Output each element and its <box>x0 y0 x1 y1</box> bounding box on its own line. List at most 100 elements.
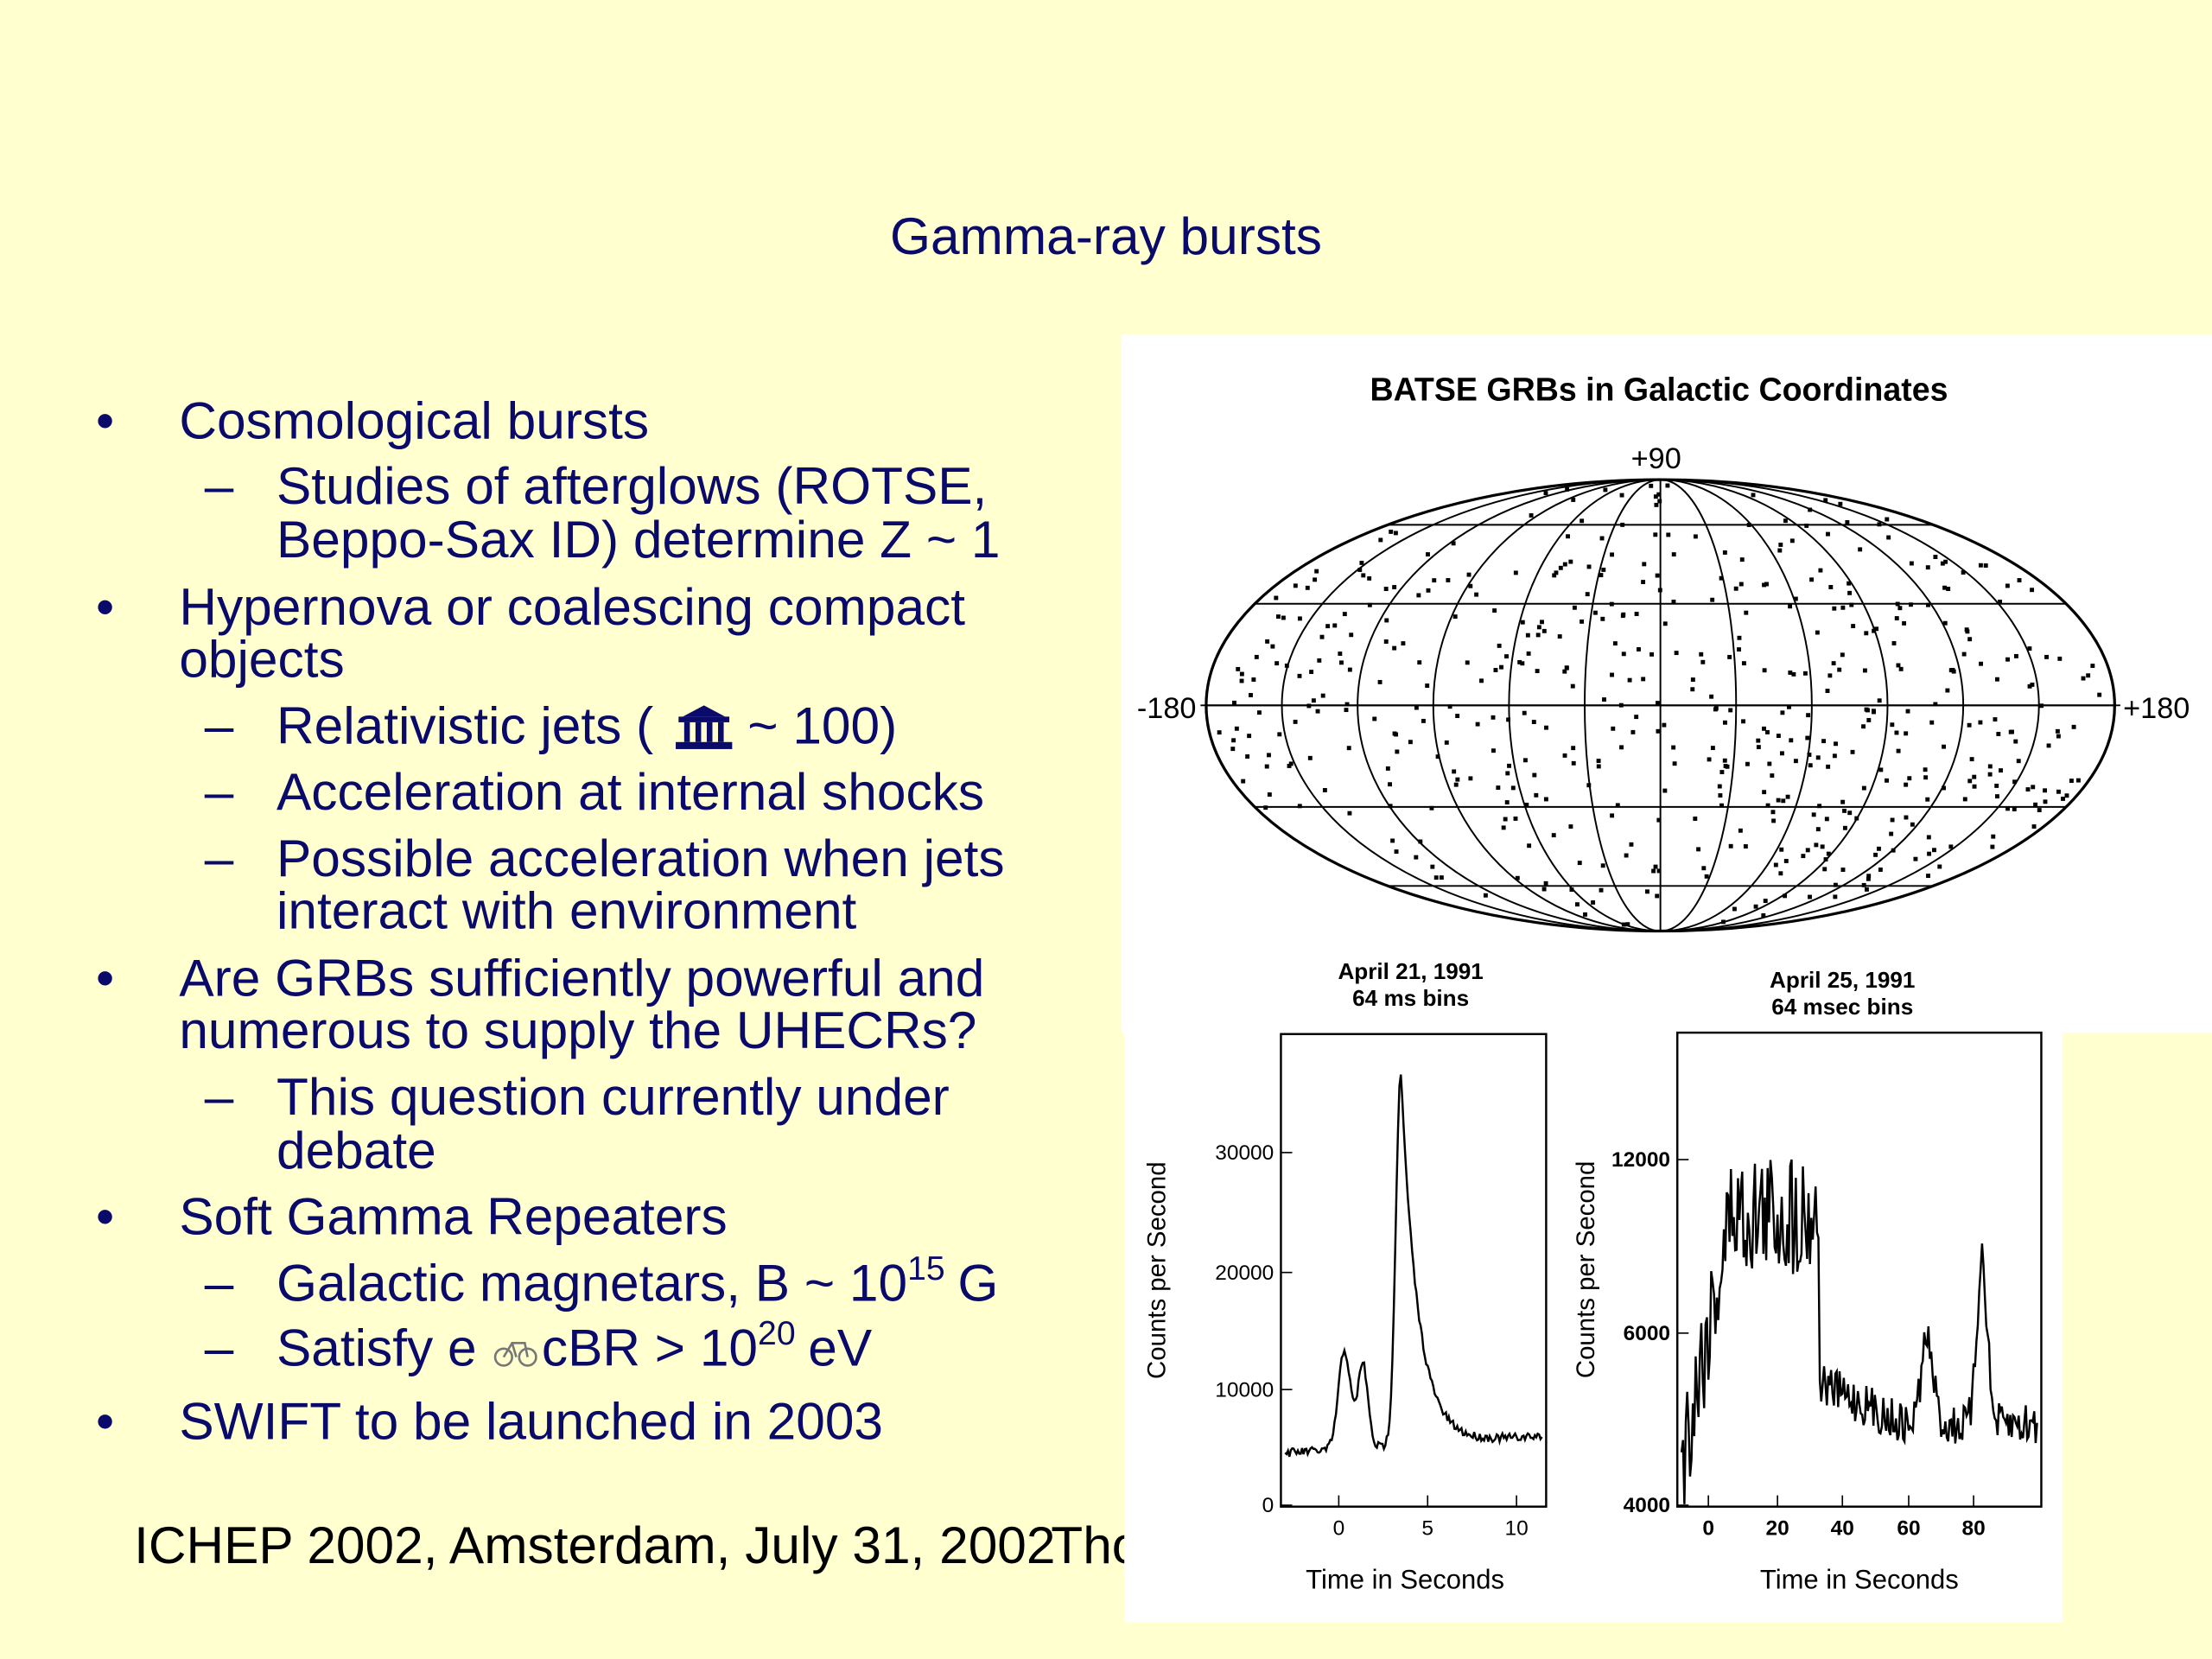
burst-point <box>1789 738 1794 743</box>
burst-point <box>1700 659 1706 664</box>
burst-point <box>1764 582 1769 587</box>
burst-point <box>1293 719 1298 724</box>
burst-point <box>1890 722 1895 728</box>
burst-point <box>1655 701 1660 706</box>
burst-point <box>1967 722 1972 728</box>
burst-point <box>2081 676 2086 681</box>
y-tick-label: 20000 <box>1215 1262 1274 1285</box>
burst-point <box>1864 707 1869 712</box>
burst-point <box>1339 660 1344 665</box>
burst-point <box>1392 731 1397 736</box>
burst-point <box>1526 651 1531 656</box>
burst-point <box>1446 578 1451 582</box>
burst-point <box>1475 721 1480 727</box>
burst-point <box>1313 577 1318 582</box>
burst-point <box>1408 740 1413 745</box>
burst-point <box>1909 561 1914 566</box>
burst-point <box>1621 652 1626 657</box>
burst-point <box>1234 726 1239 731</box>
burst-point <box>2013 739 2018 744</box>
burst-point <box>1927 851 1932 856</box>
burst-point <box>1801 854 1806 859</box>
burst-point <box>2005 583 2010 588</box>
burst-point <box>1612 641 1618 646</box>
burst-point <box>1504 800 1510 805</box>
burst-point <box>1522 710 1527 715</box>
burst-point <box>1802 671 1808 676</box>
bullet: • <box>96 1187 114 1246</box>
burst-point <box>1671 745 1676 750</box>
burst-point <box>1426 552 1430 557</box>
y-axis-label: Counts per Second <box>1572 1161 1600 1378</box>
map-label: +180 <box>2123 692 2190 725</box>
burst-point <box>1804 524 1809 528</box>
burst-point <box>1805 735 1810 741</box>
burst-point <box>1232 700 1236 705</box>
burst-point <box>1247 734 1252 739</box>
burst-point <box>1987 772 1993 777</box>
burst-point <box>1737 647 1741 652</box>
burst-point <box>1522 758 1528 763</box>
burst-point <box>1722 550 1727 555</box>
burst-point <box>1823 857 1828 862</box>
burst-point <box>1592 610 1598 615</box>
burst-point <box>1719 770 1725 775</box>
burst-point <box>1723 764 1728 768</box>
burst-point <box>1858 547 1863 552</box>
burst-point <box>1571 746 1576 751</box>
burst-point <box>1230 747 1236 752</box>
burst-point <box>1847 581 1852 586</box>
burst-point <box>1926 602 1930 607</box>
burst-point <box>2033 802 2038 807</box>
burst-point <box>1543 491 1548 496</box>
bullet-text: numerous to supply the UHECRs? <box>179 1001 976 1059</box>
figure-panel <box>1121 334 2212 1033</box>
burst-point <box>1656 492 1662 497</box>
burst-point <box>1491 748 1496 753</box>
burst-point <box>1788 604 1793 609</box>
burst-point <box>1940 561 1945 566</box>
burst-point <box>2016 759 2021 764</box>
burst-point <box>1541 628 1547 633</box>
burst-point <box>2071 724 2076 729</box>
burst-point <box>1770 773 1775 779</box>
burst-point <box>1862 668 1867 673</box>
bullet: • <box>96 391 114 450</box>
burst-point <box>1586 564 1592 569</box>
burst-point <box>1574 902 1580 907</box>
burst-point <box>1383 639 1389 644</box>
burst-point <box>1367 575 1372 581</box>
burst-point <box>1319 634 1325 639</box>
burst-point <box>1718 793 1723 798</box>
burst-point <box>1978 720 1983 725</box>
burst-point <box>1894 730 1899 735</box>
burst-point <box>1468 583 1473 588</box>
burst-point <box>1945 688 1950 693</box>
sub-bullet-text: Satisfy e <box>276 1318 477 1376</box>
burst-point <box>1847 590 1853 595</box>
burst-point <box>1993 717 1998 721</box>
burst-point <box>1531 720 1536 725</box>
burst-point <box>1778 543 1783 547</box>
burst-point <box>1439 875 1444 880</box>
burst-point <box>1565 486 1570 492</box>
burst-point <box>1961 570 1966 575</box>
burst-point <box>1850 749 1855 754</box>
burst-point <box>2005 657 2010 662</box>
burst-point <box>1236 666 1241 671</box>
burst-point <box>1517 659 1522 664</box>
burst-point <box>1894 616 1899 620</box>
burst-point <box>1611 726 1616 731</box>
burst-point <box>2027 646 2032 652</box>
burst-point <box>1492 608 1497 613</box>
burst-point <box>1637 647 1641 652</box>
burst-point <box>1978 563 1983 568</box>
burst-point <box>1239 671 1244 677</box>
burst-point <box>1817 804 1822 809</box>
burst-point <box>2075 778 2081 783</box>
burst-point <box>1969 757 1974 762</box>
burst-point <box>1849 602 1854 607</box>
burst-point <box>1701 866 1707 871</box>
burst-point <box>1902 620 1907 626</box>
